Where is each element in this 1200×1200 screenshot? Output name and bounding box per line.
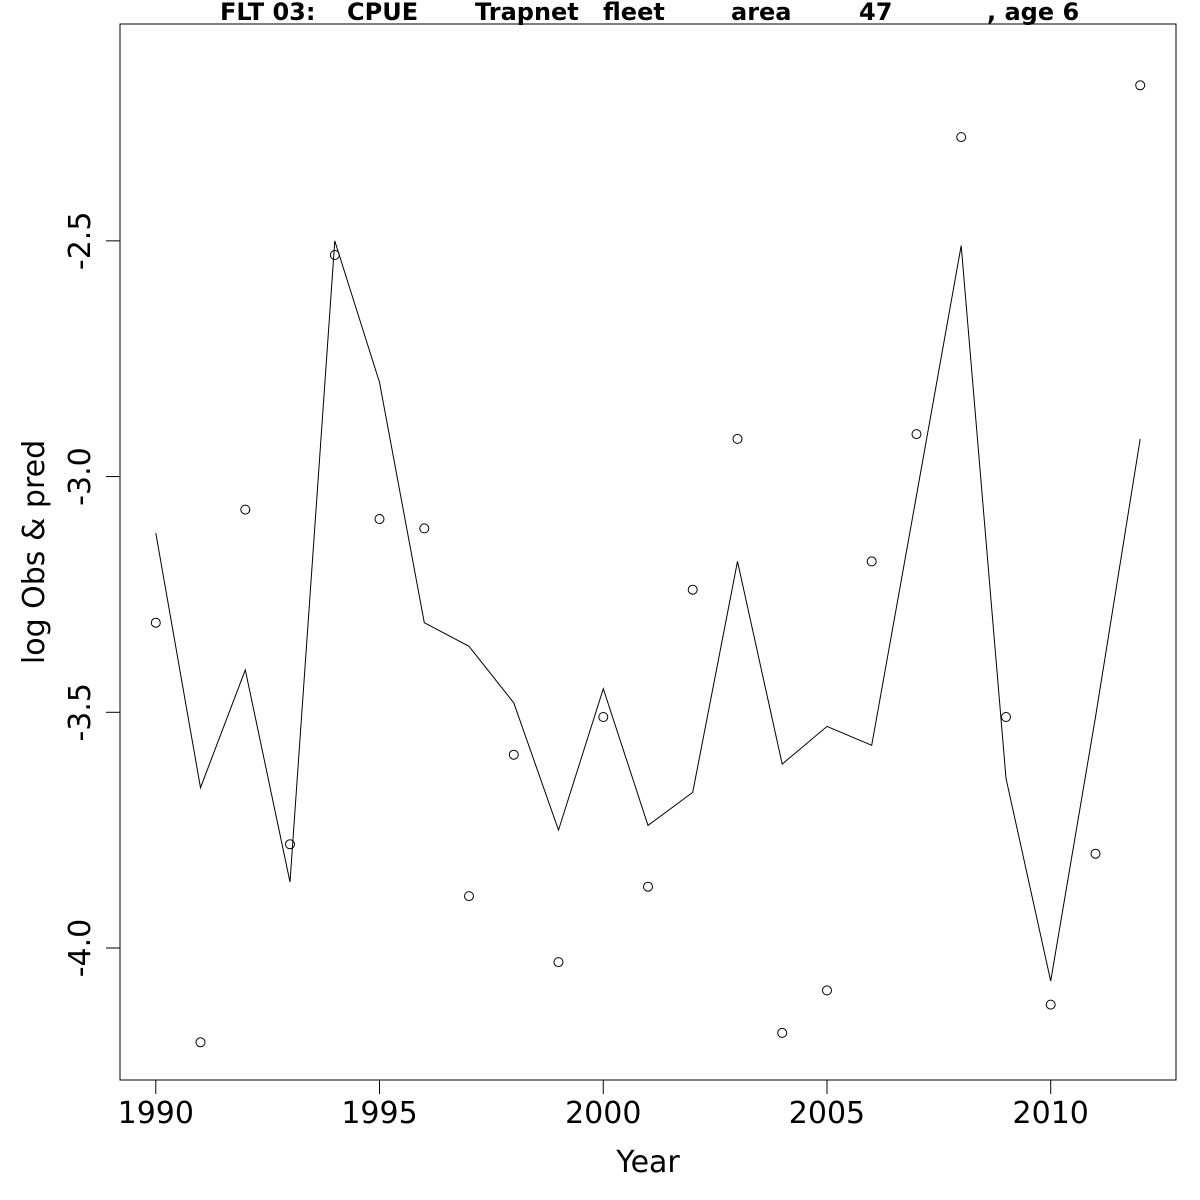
observed-point	[866, 556, 877, 567]
observed-point	[240, 504, 251, 515]
observed-point	[1001, 712, 1011, 722]
chart-title: FLT 03: CPUE Trapnet fleet area 47 , age 6	[220, 0, 1079, 26]
predicted-line	[155, 240, 1141, 982]
title-part: Trapnet	[475, 0, 579, 26]
y-tick-label: -3.5	[63, 683, 98, 742]
observed-point	[822, 985, 832, 996]
observed-point	[687, 584, 698, 595]
x-axis: 1990 1995 2000 2005 2010	[118, 1079, 1089, 1131]
observed-point	[508, 749, 519, 760]
observed-point	[1135, 80, 1146, 91]
y-tick-label: -4.0	[63, 919, 98, 978]
y-tick-label: -2.5	[63, 212, 98, 271]
observed-point	[956, 132, 967, 143]
y-tick-label: -3.0	[63, 447, 98, 506]
y-axis: -4.0 -3.5 -3.0 -2.5	[63, 212, 121, 978]
observed-points	[150, 80, 1146, 1048]
title-part: fleet	[603, 0, 665, 26]
x-tick-label: 1990	[118, 1096, 194, 1131]
title-part: CPUE	[347, 0, 418, 26]
title-part: area	[731, 0, 792, 26]
observed-point	[1090, 848, 1101, 859]
x-tick-label: 1995	[341, 1096, 417, 1131]
x-axis-label: Year	[615, 1145, 680, 1180]
observed-point	[329, 250, 340, 260]
observed-point	[553, 957, 564, 968]
predicted-series-line	[155, 240, 1141, 982]
x-tick-label: 2000	[565, 1096, 641, 1131]
observed-point	[911, 429, 922, 440]
observed-point	[285, 839, 295, 850]
observed-point	[777, 1027, 788, 1038]
observed-point	[464, 891, 474, 902]
y-axis-label: log Obs & pred	[17, 440, 52, 664]
title-part: , age 6	[987, 0, 1079, 26]
observed-point	[732, 433, 743, 444]
plot-frame	[119, 23, 1177, 1081]
observed-point	[598, 712, 609, 722]
observed-point	[643, 881, 653, 892]
title-part: FLT 03:	[220, 0, 315, 26]
observed-point	[195, 1037, 206, 1048]
observed-point	[419, 523, 430, 534]
x-tick-label: 2010	[1013, 1096, 1089, 1131]
x-tick-label: 2005	[789, 1096, 865, 1131]
observed-point	[150, 617, 161, 628]
observed-point	[374, 514, 385, 524]
title-part: 47	[859, 0, 892, 26]
observed-point	[1045, 999, 1056, 1010]
